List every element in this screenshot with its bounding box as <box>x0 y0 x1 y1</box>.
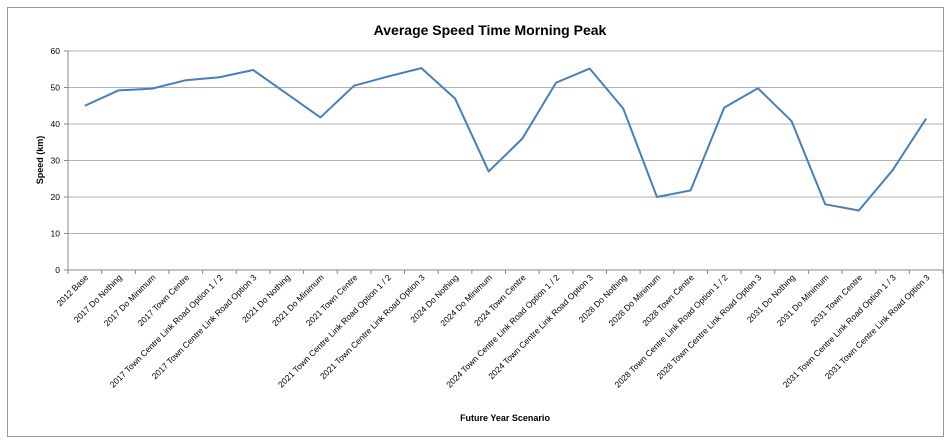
x-axis-title: Future Year Scenario <box>460 413 550 423</box>
y-tick-label: 60 <box>51 46 61 56</box>
chart-title: Average Speed Time Morning Peak <box>374 22 607 38</box>
y-tick-label: 40 <box>51 119 61 129</box>
chart-frame <box>7 7 944 437</box>
y-tick-label: 30 <box>51 156 61 166</box>
series-line <box>84 67 928 212</box>
y-tick-label: 0 <box>55 265 60 275</box>
y-tick-label: 10 <box>51 229 61 239</box>
y-tick-label: 50 <box>51 83 61 93</box>
y-tick-label: 20 <box>51 192 61 202</box>
y-axis-title: Speed (km) <box>35 136 45 185</box>
